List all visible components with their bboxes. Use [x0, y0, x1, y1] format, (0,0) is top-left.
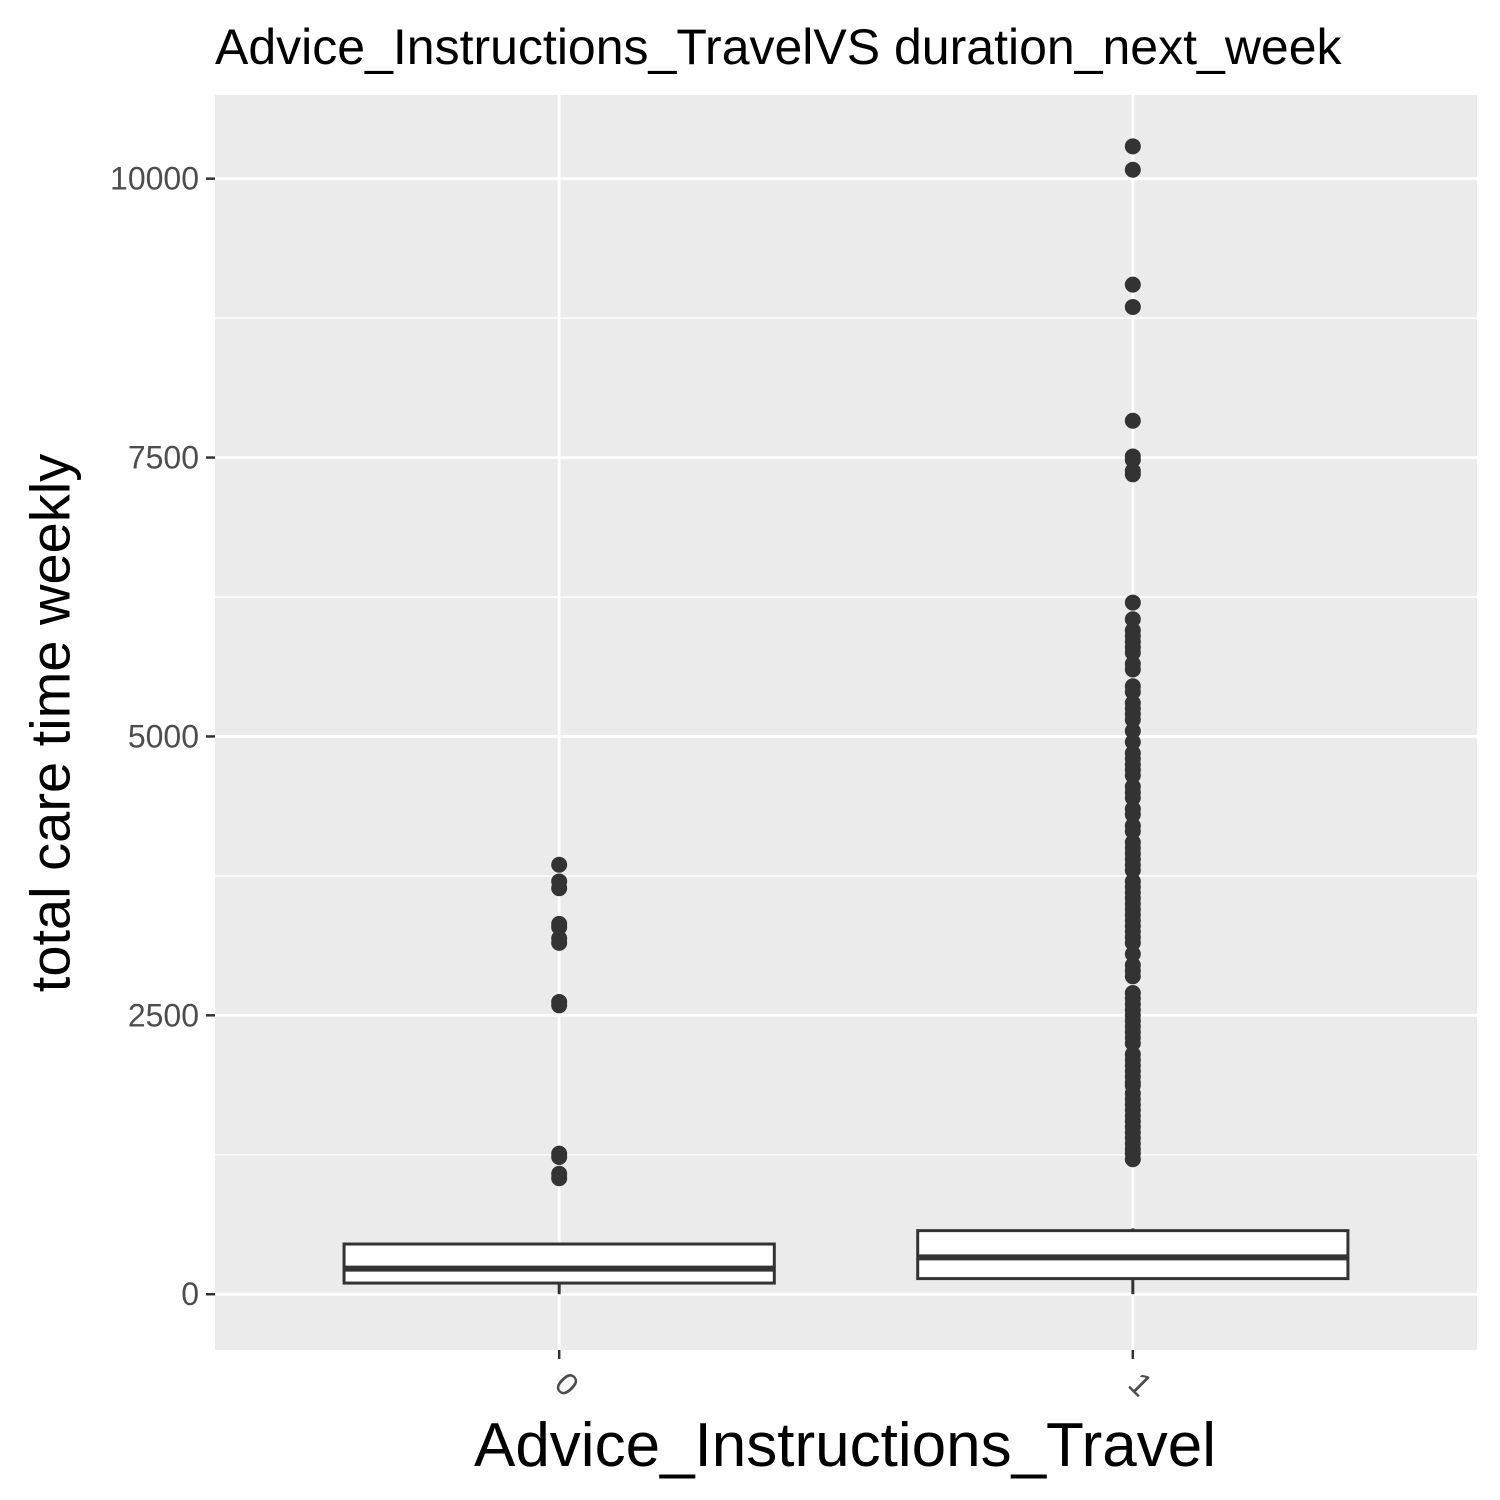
outlier-point [1124, 873, 1141, 890]
outlier-point [1124, 462, 1141, 479]
x-axis-title: Advice_Instructions_Travel [473, 1411, 1217, 1480]
box-group [916, 138, 1350, 1295]
box-group [342, 856, 776, 1295]
x-tick-label: 1 [1122, 1365, 1160, 1403]
x-tick-label: 0 [548, 1365, 586, 1403]
outlier-point [1124, 161, 1141, 178]
outlier-point [551, 930, 568, 947]
outlier-point [1124, 594, 1141, 611]
outlier-point [1124, 138, 1141, 155]
y-tick-label: 2500 [128, 997, 199, 1033]
box-layer [342, 138, 1350, 1295]
axis-layer: 0 2500 5000 7500 10000 0 1 [110, 161, 1160, 1404]
outlier-point [1124, 778, 1141, 795]
plot-panel [215, 95, 1477, 1350]
outlier-point [1124, 817, 1141, 834]
y-tick-label: 7500 [128, 440, 199, 476]
y-tick-label: 5000 [128, 718, 199, 754]
outlier-point [1124, 957, 1141, 974]
outlier-point [1124, 945, 1141, 962]
outlier-point [1124, 622, 1141, 639]
outlier-point [1124, 745, 1141, 762]
outlier-point [1124, 834, 1141, 851]
outlier-point [551, 1145, 568, 1162]
outlier-point [551, 873, 568, 890]
outlier-point [551, 915, 568, 932]
outlier-point [1124, 1046, 1141, 1063]
outlier-point [1124, 800, 1141, 817]
y-tick-label: 0 [181, 1276, 199, 1312]
outlier-point [1124, 722, 1141, 739]
outlier-point [1124, 298, 1141, 315]
box-iqr [342, 1242, 776, 1285]
outlier-point [1124, 694, 1141, 711]
y-tick-label: 10000 [110, 161, 199, 197]
outlier-point [1124, 611, 1141, 628]
outlier-point [551, 856, 568, 873]
outlier-point [1124, 412, 1141, 429]
outlier-point [551, 993, 568, 1010]
outlier-point [1124, 655, 1141, 672]
outlier-point [1124, 276, 1141, 293]
y-axis-title: total care time weekly [18, 453, 82, 993]
outlier-point [1124, 448, 1141, 465]
outlier-point [551, 1165, 568, 1182]
chart-title: Advice_Instructions_TravelVS duration_ne… [215, 19, 1342, 75]
outlier-point [1124, 985, 1141, 1002]
outlier-point [1124, 678, 1141, 695]
outlier-point [1124, 734, 1141, 751]
